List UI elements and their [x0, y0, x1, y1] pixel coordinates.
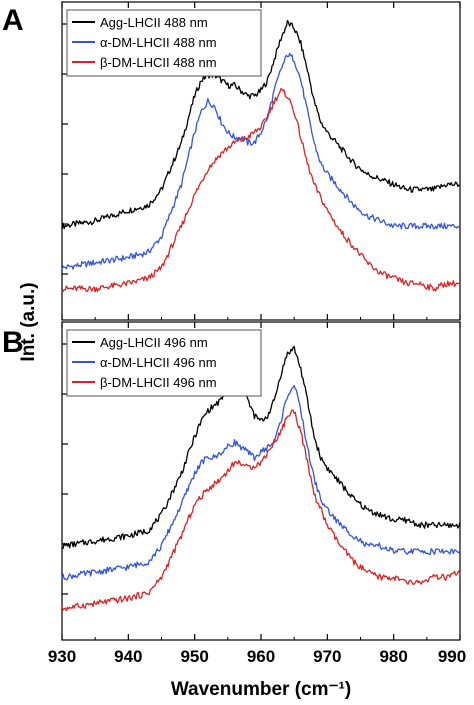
y-axis-label: Int. (a.u.) [18, 282, 39, 361]
series-line-3 [61, 409, 461, 612]
legend-entry: β-DM-LHCII 488 nm [100, 55, 217, 70]
panel-b: B Agg-LHCII 496 nm α-DM-LHCII 496 nm β-DM-… [2, 321, 461, 641]
panel-b-ticks [61, 322, 461, 640]
x-axis-label: Wavenumber (cm⁻¹) [171, 679, 351, 700]
series-line-3 [61, 88, 461, 293]
legend-entry: Agg-LHCII 488 nm [100, 15, 208, 30]
legend-box [66, 329, 262, 397]
panel-b-series [61, 345, 461, 612]
x-tick-label: 940 [114, 647, 142, 666]
x-tick-label: 980 [379, 647, 407, 666]
legend-entry: Agg-LHCII 496 nm [100, 335, 208, 350]
x-tick-label: 950 [180, 647, 208, 666]
series-line-1 [61, 19, 460, 230]
legend-box [66, 9, 262, 77]
panel-a-series [61, 19, 461, 293]
legend-entry: α-DM-LHCII 496 nm [100, 355, 217, 370]
series-line-2 [61, 384, 461, 581]
x-tick-label: 990 [438, 647, 466, 666]
legend-entry: α-DM-LHCII 488 nm [100, 35, 217, 50]
x-tick-label: 930 [48, 647, 76, 666]
series-line-2 [61, 52, 461, 271]
panel-b-legend: Agg-LHCII 496 nm α-DM-LHCII 496 nm β-DM-LH… [66, 329, 262, 397]
panel-a-ticks [61, 2, 461, 320]
panel-b-letter: B [2, 326, 24, 359]
x-tick-label: 960 [247, 647, 275, 666]
x-tick-labels: 930 940 950 960 970 980 990 [48, 647, 466, 666]
x-tick-label: 970 [313, 647, 341, 666]
panel-a-legend: Agg-LHCII 488 nm α-DM-LHCII 488 nm β-DM-LH… [66, 9, 262, 77]
panel-a: A Agg-LHCII 488 nm α-DM-LHCII 488 nm β-DM-… [2, 1, 461, 321]
series-line-1 [61, 345, 461, 550]
legend-entry: β-DM-LHCII 496 nm [100, 375, 217, 390]
panel-a-letter: A [2, 4, 24, 37]
